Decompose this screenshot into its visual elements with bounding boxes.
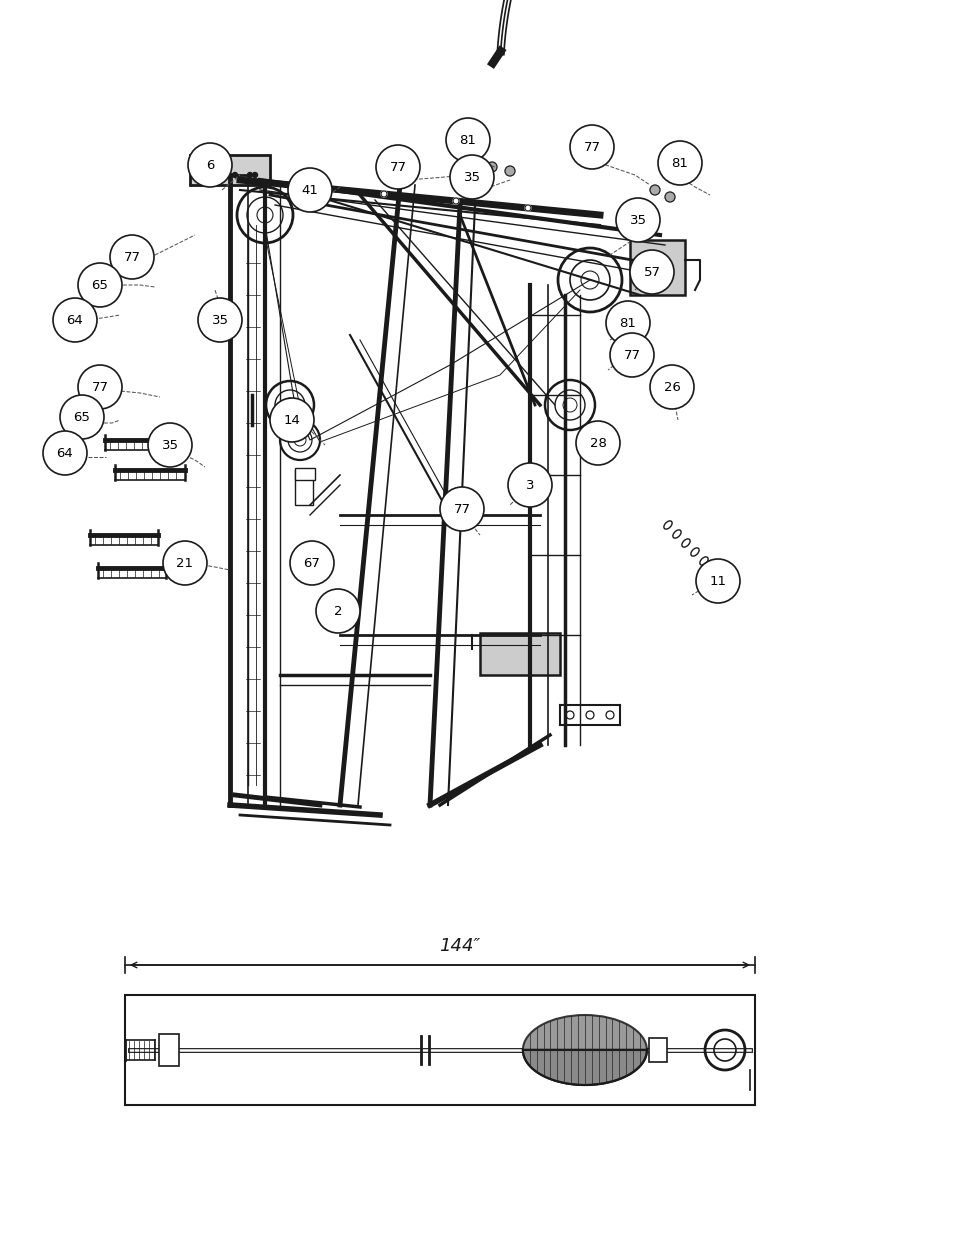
Circle shape — [202, 173, 208, 178]
Circle shape — [53, 298, 97, 342]
Circle shape — [315, 589, 359, 634]
Circle shape — [576, 421, 619, 466]
Bar — [294, 468, 314, 480]
Circle shape — [43, 431, 87, 475]
Bar — [159, 1034, 179, 1066]
Circle shape — [253, 173, 257, 178]
Text: 6: 6 — [206, 158, 214, 172]
Text: 64: 64 — [56, 447, 73, 459]
Text: 35: 35 — [629, 214, 646, 226]
Text: 41: 41 — [301, 184, 318, 196]
Circle shape — [605, 301, 649, 345]
Circle shape — [446, 119, 490, 162]
Text: 14: 14 — [283, 414, 300, 426]
Text: 57: 57 — [643, 266, 659, 279]
Circle shape — [649, 366, 693, 409]
Circle shape — [163, 541, 207, 585]
Circle shape — [288, 168, 332, 212]
Text: 81: 81 — [671, 157, 688, 169]
Circle shape — [453, 198, 458, 204]
Circle shape — [290, 541, 334, 585]
Circle shape — [696, 559, 740, 603]
Bar — [190, 156, 270, 185]
Circle shape — [148, 424, 192, 467]
Text: 65: 65 — [91, 279, 109, 291]
Circle shape — [439, 487, 483, 531]
Circle shape — [309, 184, 314, 190]
Circle shape — [609, 333, 654, 377]
Circle shape — [270, 398, 314, 442]
Bar — [294, 471, 313, 505]
Circle shape — [649, 185, 659, 195]
Circle shape — [507, 463, 552, 508]
Circle shape — [78, 263, 122, 308]
Text: 77: 77 — [389, 161, 406, 173]
Circle shape — [486, 162, 497, 172]
Circle shape — [375, 144, 419, 189]
Text: 26: 26 — [663, 380, 679, 394]
Circle shape — [380, 191, 387, 198]
Text: 67: 67 — [303, 557, 320, 569]
Text: 77: 77 — [123, 251, 140, 263]
Circle shape — [504, 165, 515, 177]
Circle shape — [198, 298, 242, 342]
Circle shape — [60, 395, 104, 438]
Text: 11: 11 — [709, 574, 726, 588]
Circle shape — [524, 205, 531, 211]
Circle shape — [658, 141, 701, 185]
Circle shape — [629, 249, 673, 294]
Text: 35: 35 — [463, 170, 480, 184]
Text: 77: 77 — [623, 348, 639, 362]
Circle shape — [217, 173, 222, 178]
Text: 28: 28 — [589, 436, 606, 450]
Circle shape — [233, 173, 237, 178]
Bar — [648, 1037, 666, 1062]
Bar — [629, 240, 684, 295]
Circle shape — [110, 235, 153, 279]
Text: 35: 35 — [161, 438, 178, 452]
Text: 77: 77 — [91, 380, 109, 394]
Text: 21: 21 — [176, 557, 193, 569]
Circle shape — [247, 173, 253, 178]
Circle shape — [78, 366, 122, 409]
Text: 81: 81 — [459, 133, 476, 147]
Text: 144″: 144″ — [439, 937, 480, 955]
Circle shape — [450, 156, 494, 199]
Text: 3: 3 — [525, 478, 534, 492]
Bar — [479, 634, 559, 676]
Text: 65: 65 — [73, 410, 91, 424]
Ellipse shape — [522, 1015, 646, 1086]
Circle shape — [664, 191, 675, 203]
Text: 77: 77 — [583, 141, 599, 153]
Text: 2: 2 — [334, 604, 342, 618]
Text: 81: 81 — [618, 316, 636, 330]
Circle shape — [188, 143, 232, 186]
Circle shape — [616, 198, 659, 242]
Bar — [125, 995, 754, 1105]
Text: 64: 64 — [67, 314, 83, 326]
Circle shape — [569, 125, 614, 169]
Text: 35: 35 — [212, 314, 229, 326]
Text: 77: 77 — [453, 503, 470, 515]
Circle shape — [465, 158, 476, 168]
